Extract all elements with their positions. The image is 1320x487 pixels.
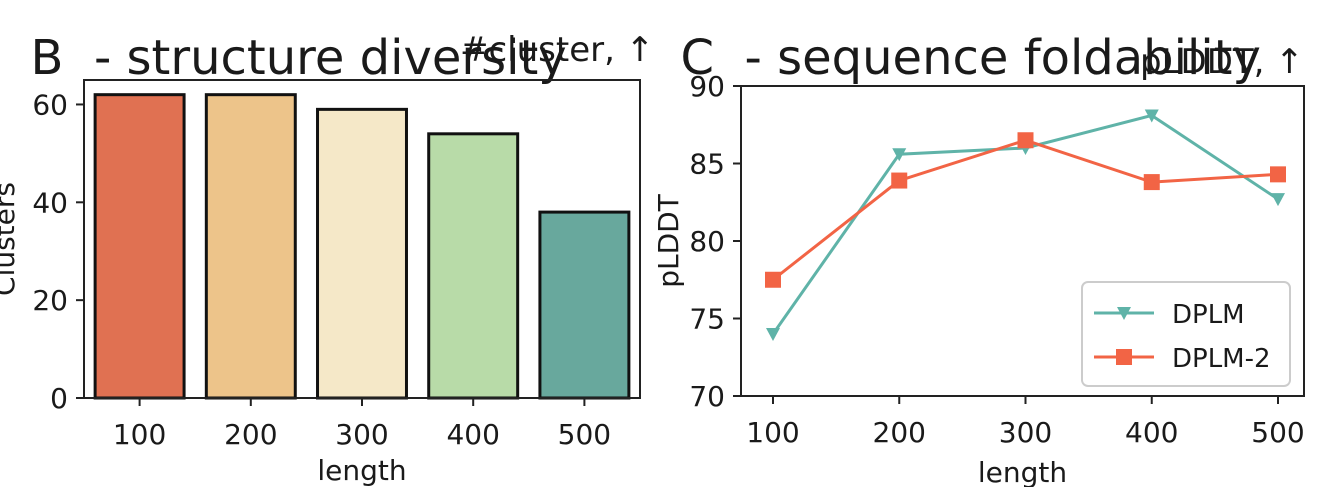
panel-c-heading: C - sequence foldability	[650, 0, 1261, 86]
legend-label-DPLM: DPLM	[1172, 300, 1245, 330]
x-tick-label: 200	[873, 416, 926, 449]
y-tick-label: 90	[689, 70, 725, 103]
x-tick-label: 300	[999, 416, 1052, 449]
bar-400	[427, 132, 520, 400]
x-axis-label: length	[978, 456, 1067, 487]
point-DPLM-100	[766, 328, 780, 341]
y-tick-label: 80	[689, 225, 725, 258]
point-DPLM-500	[1271, 193, 1285, 207]
series-line-DPLM-2	[772, 138, 1279, 281]
y-tick-label: 75	[689, 303, 725, 336]
x-tick-label: 100	[113, 418, 166, 451]
point-DPLM-2-500	[1270, 166, 1286, 183]
point-DPLM-200	[892, 148, 907, 162]
x-tick-label: 400	[446, 418, 499, 451]
y-tick-label: 20	[32, 284, 68, 317]
legend-box	[1081, 281, 1291, 387]
y-tick-label: 85	[689, 148, 725, 181]
bar-300	[316, 107, 408, 400]
x-tick-label: 300	[335, 418, 388, 451]
panel-c-metric: pLDDT, ↑	[1140, 42, 1304, 82]
panel-b-title: - structure diversity	[93, 30, 567, 86]
point-DPLM-2-300	[1017, 132, 1034, 149]
y-tick-label: 40	[32, 186, 68, 219]
point-DPLM-400	[1144, 109, 1159, 123]
y-tick-label: 0	[50, 382, 68, 415]
panel-b-heading: B - structure diversity	[0, 0, 567, 86]
point-DPLM-2-400	[1143, 174, 1160, 191]
plot-frame	[83, 79, 641, 399]
y-tick-label: 70	[689, 380, 725, 413]
y-axis-label: pLDDT	[652, 193, 685, 287]
legend-marker-DPLM	[1117, 307, 1131, 320]
panel-c-title: - sequence foldability	[744, 30, 1261, 86]
x-axis-label: length	[317, 454, 406, 487]
x-tick-label: 200	[224, 418, 277, 451]
legend-marker-DPLM-2	[1116, 349, 1132, 365]
x-tick-label: 100	[746, 416, 799, 449]
x-tick-label: 500	[1251, 416, 1304, 449]
x-tick-label: 500	[558, 418, 611, 451]
panel-b-letter: B	[30, 30, 64, 86]
y-axis-label: Clusters	[0, 182, 21, 296]
x-tick-label: 400	[1125, 416, 1178, 449]
panel-c-letter: C	[680, 30, 715, 86]
legend-label-DPLM-2: DPLM-2	[1172, 344, 1271, 374]
y-tick-label: 60	[32, 88, 68, 121]
point-DPLM-2-100	[765, 271, 781, 288]
point-DPLM-2-200	[891, 172, 908, 189]
bar-500	[538, 210, 631, 400]
bar-100	[93, 93, 186, 400]
panel-b-metric: #cluster, ↑	[460, 30, 655, 70]
